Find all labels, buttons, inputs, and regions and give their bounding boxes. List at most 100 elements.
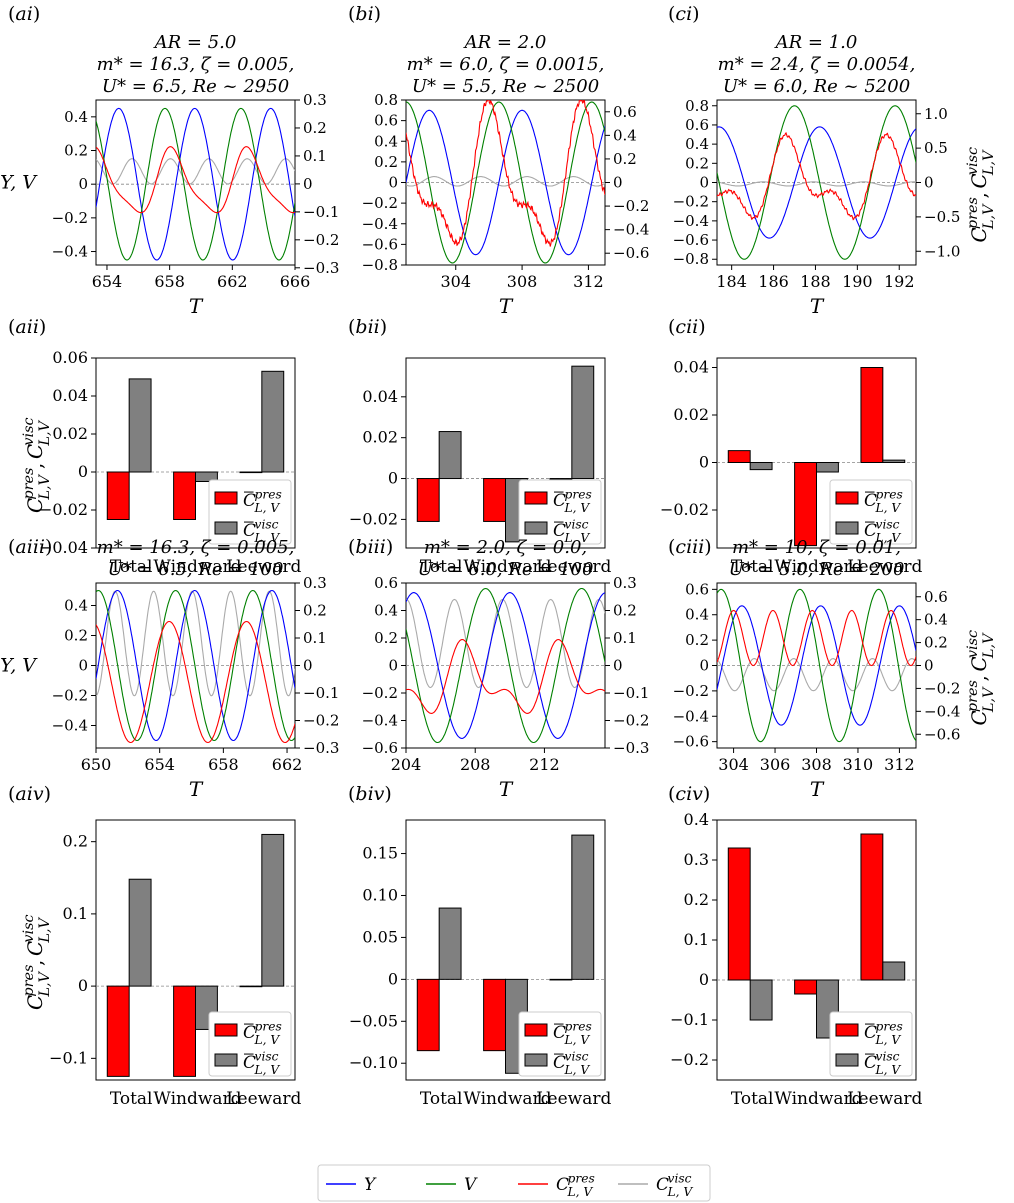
y-tick-label: −0.4 bbox=[52, 243, 88, 261]
y2-tick-label: 0.1 bbox=[303, 629, 327, 647]
legend-label-visc-sub: L, V bbox=[254, 1063, 281, 1077]
legend-label-visc-base: C bbox=[864, 521, 877, 541]
y2-tick-label: −0.4 bbox=[924, 702, 960, 720]
y-tick-label: −0.02 bbox=[660, 500, 709, 519]
panel-tag-close: ) bbox=[703, 783, 710, 805]
y-tick-label: −0.2 bbox=[362, 194, 398, 212]
y-label-comma: , bbox=[23, 463, 47, 469]
series-pres-line bbox=[96, 146, 295, 214]
x-tick-label: 658 bbox=[154, 272, 185, 291]
panel-title-line: U* = 6.5, Re ~ 2950 bbox=[102, 76, 289, 97]
y2-tick-label: −0.2 bbox=[303, 231, 339, 249]
y2-tick-label: −0.3 bbox=[303, 259, 339, 277]
legend-swatch bbox=[835, 1023, 859, 1037]
y2-label-comma: , bbox=[967, 675, 991, 681]
panel-title-line: m* = 2.4, ζ = 0.0054, bbox=[718, 54, 916, 75]
y2-tick-label: −0.5 bbox=[924, 208, 960, 226]
bar-visc bbox=[128, 878, 152, 987]
series-visc-line bbox=[96, 158, 295, 185]
category-label: Leeward bbox=[536, 1089, 611, 1109]
y-tick-label: 0.4 bbox=[64, 597, 88, 615]
y-tick-label: 0.10 bbox=[362, 885, 398, 904]
panel-biv: (biv) 0.15 0.10 0.05 0 −0.05 −0.10 Total Windwar… bbox=[348, 783, 612, 1109]
panel-tag-italic: ci bbox=[675, 3, 692, 25]
x-tick-label: 184 bbox=[716, 272, 747, 291]
y-tick-label: −0.02 bbox=[39, 500, 88, 519]
y-label-visc-sub: L,V bbox=[37, 419, 53, 446]
y2-tick-label: 0.5 bbox=[924, 139, 948, 157]
category-label: Leeward bbox=[847, 1089, 922, 1109]
axes-frame bbox=[95, 99, 296, 266]
panel-tag-italic: ciii bbox=[675, 536, 704, 558]
y-tick-label: −0.05 bbox=[349, 1011, 398, 1030]
y-tick-label: −0.2 bbox=[673, 682, 709, 700]
category-label: Total bbox=[110, 557, 153, 577]
y-tick-label: −0.1 bbox=[670, 1010, 709, 1029]
y2-tick-label: 0 bbox=[613, 657, 623, 675]
y-tick-label: 0.04 bbox=[362, 387, 398, 406]
figure-legend-label: Y bbox=[364, 1175, 377, 1195]
y2-label-pres-sup: pres bbox=[965, 197, 981, 229]
category-label: Leeward bbox=[536, 557, 611, 577]
bar-pres bbox=[483, 978, 506, 1052]
series-visc-line bbox=[717, 181, 916, 187]
y2-tick-label: −0.3 bbox=[303, 739, 339, 757]
series-group bbox=[717, 588, 916, 743]
y-tick-label: 0.4 bbox=[685, 606, 709, 624]
figure-legend-label: V bbox=[464, 1175, 478, 1195]
panel-biii: (biii) m* = 2.0, ζ = 0.0,U* = 6.0, Re = 1… bbox=[348, 536, 649, 801]
panel-title-line: U* = 5.5, Re ~ 2500 bbox=[412, 76, 599, 97]
panel-tag-italic: cii bbox=[675, 316, 698, 338]
panel-aii: (aii) 0.06 0.04 0.02 0 −0.02 −0.04 Total Windwar… bbox=[8, 316, 302, 577]
series-pres-line bbox=[406, 638, 605, 714]
y2-tick-label: 0.2 bbox=[303, 602, 327, 620]
y-axis-label: Y, V bbox=[0, 172, 38, 194]
panel-tag: (cii) bbox=[668, 316, 706, 338]
legend-label-pres-base: C bbox=[864, 491, 877, 511]
y-tick-label: −0.2 bbox=[52, 687, 88, 705]
axes-frame bbox=[405, 582, 606, 749]
y2-label-pres-sub: L,V bbox=[981, 203, 997, 230]
y-tick-label: −0.2 bbox=[52, 209, 88, 227]
series-group bbox=[406, 587, 605, 744]
legend-swatch bbox=[214, 521, 238, 535]
bar-visc bbox=[816, 462, 839, 473]
y-tick-label: 0.2 bbox=[685, 631, 709, 649]
y2-label-pres-sup: pres bbox=[965, 680, 981, 712]
category-label: Windward bbox=[463, 1089, 551, 1109]
legend-swatch bbox=[524, 491, 548, 505]
y2-tick-label: −0.2 bbox=[613, 712, 649, 730]
y-tick-label: 0.1 bbox=[63, 904, 88, 923]
bar-visc bbox=[749, 979, 773, 1021]
bar-visc bbox=[882, 459, 906, 463]
series-pres-line bbox=[96, 620, 295, 744]
y-tick-label: 0.4 bbox=[684, 810, 709, 829]
x-tick-label: 306 bbox=[760, 755, 791, 774]
x-tick-label: 188 bbox=[800, 272, 831, 291]
legend-label-visc-sup: visc bbox=[565, 1049, 589, 1063]
y-tick-label: 0.6 bbox=[685, 580, 709, 598]
category-label: Windward bbox=[463, 557, 551, 577]
legend-label-pres-sub: L, V bbox=[564, 1033, 591, 1047]
y-axis-label: Y, V bbox=[0, 655, 38, 677]
legend-label-pres-sup: pres bbox=[876, 487, 903, 501]
bar-pres bbox=[549, 478, 573, 480]
panel-tag: (ciii) bbox=[668, 536, 712, 558]
panel-tag-close: ) bbox=[704, 536, 711, 558]
x-axis-label: T bbox=[499, 294, 514, 318]
y-tick-label: −0.6 bbox=[673, 733, 709, 751]
y-tick-label: −0.2 bbox=[673, 193, 709, 211]
x-axis-label: T bbox=[499, 777, 514, 801]
panel-tag: (ci) bbox=[668, 3, 700, 25]
y-tick-label: 0.6 bbox=[685, 116, 709, 134]
series-V-line bbox=[717, 105, 916, 260]
y2-tick-label: 0.4 bbox=[613, 126, 637, 144]
x-axis-label: T bbox=[189, 294, 204, 318]
